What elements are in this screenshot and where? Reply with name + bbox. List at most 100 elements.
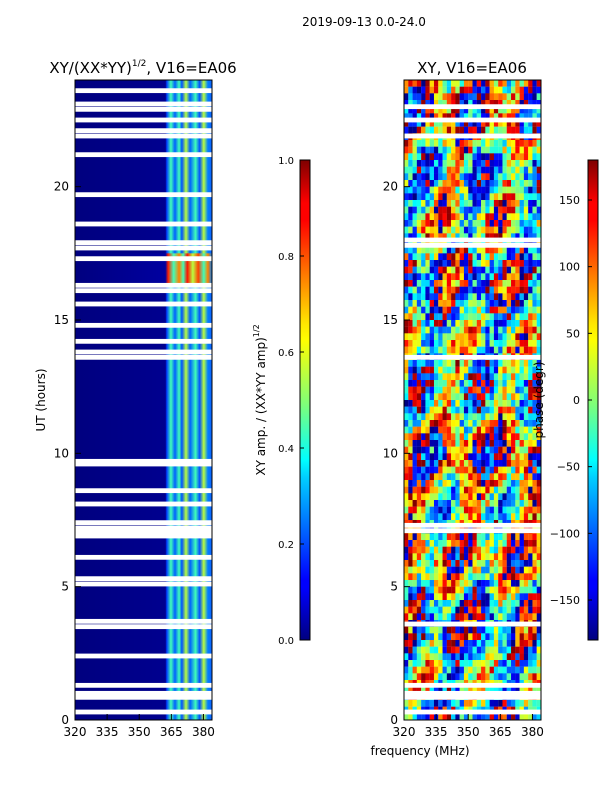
- phase-cell: [408, 633, 413, 641]
- phase-cell: [421, 633, 426, 641]
- phase-cell: [489, 173, 495, 181]
- phase-cell: [498, 613, 503, 621]
- phase-cell: [498, 193, 503, 201]
- phase-cell: [416, 480, 422, 487]
- phase-cell: [528, 260, 533, 267]
- phase-cell: [416, 546, 422, 554]
- phase-cell: [536, 466, 541, 474]
- phase-cell: [412, 320, 417, 327]
- phase-cell: [408, 373, 413, 381]
- phase-cell: [421, 480, 426, 487]
- phase-cell: [421, 360, 426, 367]
- phase-cell: [519, 340, 524, 347]
- phase-cell: [438, 553, 443, 561]
- phase-cell: [429, 360, 435, 367]
- phase-cell: [438, 433, 443, 441]
- phase-cell: [463, 320, 469, 327]
- phase-cell: [463, 233, 469, 241]
- phase-cell: [433, 546, 439, 554]
- phase-ytick-label: 15: [383, 313, 398, 327]
- phase-cell: [455, 406, 460, 414]
- phase-cell: [472, 140, 477, 147]
- phase-cell: [506, 400, 512, 407]
- phase-cell: [519, 100, 524, 107]
- phase-cell: [451, 393, 456, 401]
- phase-cell: [468, 446, 473, 454]
- phase-cell: [442, 613, 447, 621]
- phase-cell: [455, 413, 460, 421]
- phase-cell: [511, 613, 516, 621]
- phase-cell: [412, 360, 417, 367]
- phase-cell: [455, 606, 460, 614]
- phase-cell: [523, 626, 529, 634]
- phase-cell: [416, 560, 422, 567]
- phase-cell: [459, 106, 465, 114]
- phase-cell: [519, 480, 524, 487]
- phase-cell: [502, 546, 507, 554]
- phase-cell: [515, 426, 520, 434]
- phase-cell: [459, 546, 465, 554]
- phase-cell: [472, 580, 477, 587]
- phase-cell: [408, 440, 413, 447]
- phase-cell: [511, 460, 516, 467]
- phase-cell: [438, 293, 443, 301]
- phase-cell: [472, 313, 477, 321]
- phase-cell: [493, 160, 499, 167]
- phase-cell: [421, 666, 426, 674]
- phase-cell: [502, 320, 507, 327]
- phase-cell: [463, 453, 469, 461]
- phase-cell: [481, 206, 486, 214]
- phase-cell: [429, 653, 435, 661]
- phase-cell: [528, 293, 533, 301]
- phase-cell: [446, 293, 452, 301]
- phase-cell: [532, 533, 537, 541]
- phase-cell: [536, 286, 541, 294]
- phase-cell: [425, 640, 430, 647]
- phase-cell: [489, 233, 495, 241]
- phase-cell: [532, 486, 537, 494]
- phase-cell: [481, 420, 486, 427]
- phase-cell: [485, 260, 490, 267]
- phase-cell: [455, 193, 460, 201]
- phase-cell: [481, 246, 486, 254]
- phase-cell: [451, 513, 456, 521]
- phase-cell: [519, 626, 524, 634]
- phase-cell: [472, 193, 477, 201]
- phase-cell: [536, 106, 541, 114]
- phase-cell: [425, 613, 430, 621]
- phase-cell: [451, 466, 456, 474]
- phase-cell: [421, 440, 426, 447]
- phase-cell: [408, 80, 413, 87]
- phase-cell: [519, 126, 524, 134]
- phase-cell: [412, 226, 417, 234]
- phase-cell: [451, 226, 456, 234]
- phase-cell: [416, 593, 422, 601]
- phase-cell: [536, 186, 541, 194]
- phase-cell: [511, 653, 516, 661]
- phase-cell: [468, 280, 473, 287]
- phase-cell: [433, 173, 439, 181]
- phase-cell: [481, 180, 486, 187]
- phase-flag-gap: [404, 242, 541, 248]
- phase-cell: [493, 86, 499, 94]
- phase-cell: [498, 666, 503, 674]
- phase-cell: [425, 560, 430, 567]
- phase-cell: [498, 593, 503, 601]
- amplitude-flag-gap: [75, 694, 212, 700]
- phase-cell: [476, 540, 482, 547]
- phase-cell: [416, 626, 422, 634]
- phase-cell: [511, 153, 516, 161]
- phase-cell: [523, 346, 529, 354]
- phase-cell: [481, 400, 486, 407]
- phase-cell: [502, 373, 507, 381]
- phase-cell: [489, 426, 495, 434]
- phase-cell: [502, 293, 507, 301]
- phase-cell: [485, 480, 490, 487]
- phase-cell: [463, 400, 469, 407]
- phase-cell: [493, 600, 499, 607]
- phase-cell: [438, 393, 443, 401]
- phase-cell: [421, 473, 426, 481]
- phase-cell: [489, 700, 495, 707]
- phase-cell: [481, 360, 486, 367]
- phase-cell: [528, 653, 533, 661]
